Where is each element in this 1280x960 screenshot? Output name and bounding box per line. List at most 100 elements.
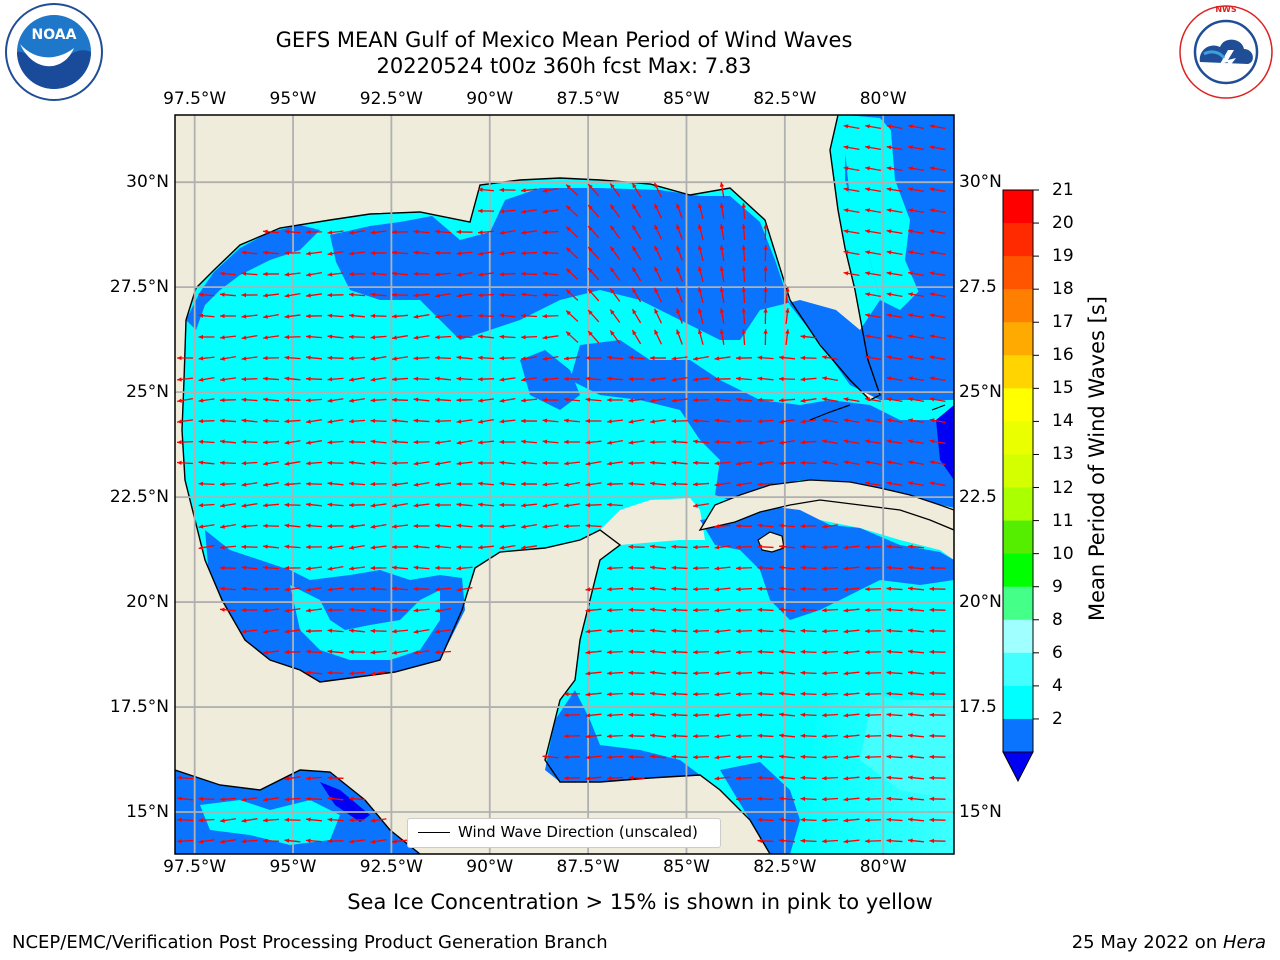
wind-wave-arrow — [843, 797, 860, 802]
wind-wave-arrow — [907, 775, 925, 780]
wind-wave-arrow — [305, 776, 323, 781]
lon-label-bottom: 85°W — [662, 857, 710, 877]
wind-wave-arrow — [520, 356, 538, 361]
wind-wave-arrow — [778, 461, 796, 466]
wind-wave-arrow — [631, 245, 642, 261]
wind-wave-arrow — [176, 419, 194, 424]
wind-wave-arrow — [219, 271, 237, 276]
wind-wave-arrow — [585, 734, 602, 739]
wind-wave-arrow — [499, 419, 516, 424]
wind-wave-arrow — [864, 796, 882, 802]
wind-wave-arrow — [778, 712, 796, 717]
wind-wave-arrow — [284, 817, 301, 823]
wind-wave-arrow — [327, 628, 344, 633]
wind-wave-arrow — [477, 187, 495, 192]
wind-wave-arrow — [585, 460, 602, 466]
wind-wave-arrow — [714, 439, 731, 445]
wind-wave-arrow — [348, 502, 366, 508]
wind-wave-arrow — [284, 355, 301, 360]
wind-wave-arrow — [908, 250, 924, 256]
wind-wave-arrow — [262, 250, 280, 255]
wind-wave-arrow — [520, 188, 538, 193]
wind-wave-arrow — [714, 776, 731, 781]
wind-wave-arrow — [865, 124, 881, 130]
wind-wave-arrow — [757, 376, 774, 381]
wind-wave-arrow — [653, 224, 663, 240]
wind-wave-arrow — [778, 607, 796, 612]
wind-wave-arrow — [219, 418, 237, 423]
wind-wave-arrow — [434, 502, 452, 508]
wind-wave-arrow — [262, 271, 280, 277]
wind-wave-arrow — [735, 376, 753, 381]
wind-wave-arrow — [305, 313, 323, 319]
wind-wave-arrow — [671, 670, 688, 675]
wind-wave-arrow — [843, 145, 860, 151]
wind-wave-arrow — [714, 587, 731, 592]
wind-wave-arrow — [413, 608, 430, 613]
wind-wave-arrow — [327, 649, 344, 654]
wind-wave-arrow — [434, 314, 452, 319]
wind-wave-arrow — [262, 397, 280, 402]
wind-wave-arrow — [477, 272, 495, 277]
wind-wave-arrow — [757, 607, 774, 612]
wind-wave-arrow — [653, 329, 663, 345]
wind-wave-arrow — [587, 267, 600, 281]
wind-wave-arrow — [521, 376, 537, 382]
colorbar-segment — [1003, 652, 1033, 687]
wind-wave-arrow — [305, 544, 323, 550]
wind-wave-arrow — [434, 229, 452, 234]
wind-wave-arrow — [391, 544, 409, 550]
wind-wave-arrow — [585, 587, 602, 592]
wind-wave-arrow — [391, 250, 409, 255]
wind-wave-arrow — [692, 650, 710, 655]
wind-wave-arrow — [714, 376, 731, 382]
wind-wave-arrow — [585, 671, 602, 676]
wind-wave-arrow — [413, 397, 430, 402]
wind-wave-arrow — [370, 545, 387, 550]
colorbar-segment — [1003, 487, 1033, 522]
wind-wave-arrow — [800, 607, 817, 613]
wind-wave-arrow — [198, 418, 215, 424]
wind-wave-arrow — [671, 691, 688, 696]
wind-wave-arrow — [456, 502, 473, 507]
wind-wave-arrow — [585, 523, 602, 528]
colorbar-tick-label: 19 — [1052, 246, 1074, 267]
wind-wave-arrow — [327, 502, 344, 507]
wind-wave-arrow — [263, 313, 279, 319]
wind-wave-arrow — [800, 838, 817, 844]
wind-wave-arrow — [821, 713, 839, 718]
wind-wave-arrow — [865, 460, 881, 466]
wind-wave-arrow — [908, 292, 924, 298]
wind-wave-arrow — [585, 440, 602, 445]
wind-wave-arrow — [284, 776, 301, 781]
wind-wave-arrow — [628, 733, 645, 739]
wind-wave-arrow — [671, 712, 688, 717]
wind-wave-arrow — [929, 229, 946, 235]
wind-wave-arrow — [735, 629, 753, 634]
wind-wave-arrow — [886, 334, 903, 340]
lon-label-top: 85°W — [662, 89, 710, 109]
colorbar-extend-triangle — [1002, 751, 1034, 783]
wind-wave-arrow — [692, 397, 710, 403]
wind-wave-arrow — [714, 397, 731, 402]
wind-wave-arrow — [671, 481, 688, 487]
wind-wave-arrow — [349, 229, 365, 235]
wind-wave-arrow — [735, 523, 753, 529]
wind-wave-arrow — [198, 376, 215, 382]
wind-wave-arrow — [262, 650, 280, 655]
wind-wave-arrow — [714, 356, 731, 361]
wind-wave-arrow — [800, 565, 817, 571]
wind-wave-arrow — [735, 355, 753, 361]
wind-wave-arrow — [865, 439, 881, 445]
wind-wave-arrow — [392, 650, 408, 655]
wind-wave-arrow — [822, 355, 838, 361]
wind-wave-arrow — [821, 524, 839, 529]
wind-wave-arrow — [456, 587, 473, 592]
wind-wave-arrow — [676, 329, 683, 345]
legend-line-icon — [418, 832, 450, 833]
wind-wave-arrow — [327, 523, 344, 529]
wind-wave-arrow — [477, 460, 495, 466]
wind-wave-arrow — [456, 293, 473, 298]
wind-wave-arrow — [176, 355, 194, 361]
wind-wave-arrow — [370, 398, 387, 403]
